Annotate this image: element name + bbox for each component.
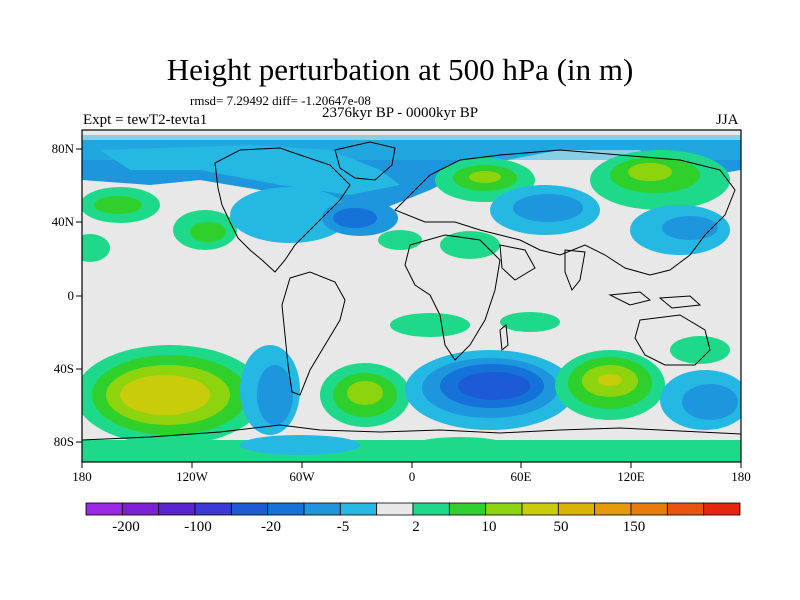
colorbar-swatch bbox=[339, 502, 378, 516]
axis-ticks bbox=[76, 148, 742, 468]
colorbar-swatch bbox=[303, 502, 341, 516]
colorbar-label: -100 bbox=[184, 519, 212, 535]
colorbar-swatch bbox=[666, 502, 705, 516]
period-label: 2376kyr BP - 0000kyr BP bbox=[322, 105, 479, 121]
colorbar-swatch bbox=[85, 502, 123, 516]
colorbar-swatch bbox=[448, 502, 487, 516]
colorbar-swatch bbox=[485, 502, 523, 516]
lon-label: 60E bbox=[510, 469, 532, 484]
plot-title: Height perturbation at 500 hPa (in m) bbox=[166, 52, 634, 87]
colorbar-swatch bbox=[521, 502, 559, 516]
colorbar-swatch bbox=[594, 502, 632, 516]
colorbar-swatch bbox=[703, 502, 741, 516]
colorbar-swatch bbox=[267, 502, 305, 516]
colorbar-label: -200 bbox=[112, 519, 140, 535]
colorbar-swatch bbox=[630, 502, 668, 516]
colorbar-swatch bbox=[230, 502, 269, 516]
colorbar-label: -20 bbox=[261, 519, 281, 535]
lat-label: 80S bbox=[53, 434, 74, 449]
colorbar-swatch bbox=[376, 502, 414, 516]
lat-label: 0 bbox=[67, 288, 75, 303]
lon-label: 0 bbox=[408, 469, 416, 484]
colorbar-label: -5 bbox=[336, 519, 350, 535]
colorbar-swatch bbox=[158, 502, 196, 516]
lon-label: 120E bbox=[617, 469, 645, 484]
colorbar bbox=[85, 502, 741, 516]
experiment-label: Expt = tewT2-tevta1 bbox=[83, 112, 208, 128]
season-label: JJA bbox=[716, 112, 739, 128]
colorbar-swatch bbox=[194, 502, 232, 516]
contour-field bbox=[82, 130, 741, 462]
lon-label: 120W bbox=[176, 469, 208, 484]
colorbar-label: 150 bbox=[622, 519, 646, 535]
lon-label: 180 bbox=[731, 469, 751, 484]
colorbar-label: 2 bbox=[412, 519, 420, 535]
colorbar-swatch bbox=[121, 502, 160, 516]
lat-label: 80N bbox=[51, 141, 74, 156]
colorbar-swatch bbox=[557, 502, 596, 516]
colorbar-swatch bbox=[412, 502, 450, 516]
lon-label: 60W bbox=[289, 469, 315, 484]
rmsd-stats: rmsd= 7.29492 diff= -1.20647e-08 bbox=[190, 93, 371, 108]
coastlines bbox=[82, 141, 741, 441]
lon-label: 180 bbox=[72, 469, 92, 484]
lat-label: 40N bbox=[51, 214, 74, 229]
colorbar-label: 50 bbox=[553, 519, 569, 535]
colorbar-label: 10 bbox=[481, 519, 497, 535]
lat-label: 40S bbox=[53, 361, 74, 376]
